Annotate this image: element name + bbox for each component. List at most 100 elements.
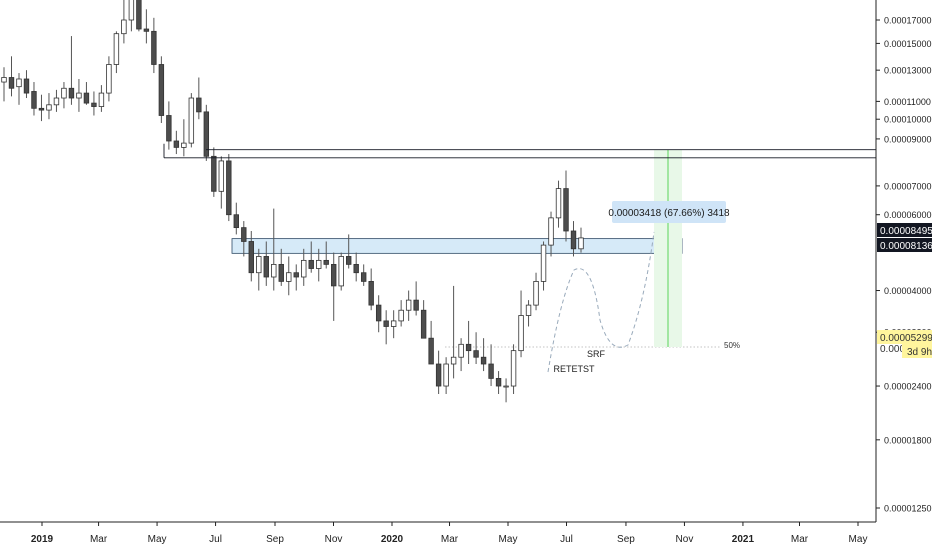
time-tick-label: Sep — [266, 534, 284, 545]
candle — [331, 252, 337, 321]
candle — [533, 272, 539, 311]
candle — [226, 154, 232, 222]
price-axis[interactable]: 0.00017000 0.00015000 0.00013000 0.00011000… — [875, 0, 932, 522]
measure-label-box: 0.00003418 (67.66%) 3418 — [608, 201, 730, 223]
time-tick-label: Mar — [441, 534, 459, 545]
price-tick-label: 0.00010000 — [884, 115, 932, 125]
candle — [525, 300, 532, 327]
candle — [301, 248, 307, 286]
candle — [76, 78, 82, 112]
candle — [218, 156, 225, 209]
candle — [158, 56, 165, 123]
srf-zone-label: SRF — [587, 349, 606, 359]
candle — [121, 0, 127, 44]
candle — [353, 252, 359, 282]
time-tick-label: Mar — [90, 534, 108, 545]
price-tick-label: 0.00011000 — [884, 97, 931, 107]
candle — [570, 221, 577, 257]
candle — [196, 77, 202, 120]
candle — [473, 332, 479, 365]
candle — [286, 256, 292, 296]
candle — [555, 180, 562, 228]
candle — [368, 268, 374, 311]
candle — [61, 82, 67, 109]
svg-text:0.00005299: 0.00005299 — [880, 333, 932, 344]
price-tick-label: 0.00006000 — [884, 210, 932, 220]
candle — [98, 85, 105, 112]
candle — [106, 56, 112, 102]
time-tick-label: Sep — [617, 534, 635, 545]
candle — [38, 94, 45, 122]
candle — [91, 91, 97, 116]
time-axis[interactable]: 2019 Mar May Jul Sep Nov 2020 Mar May Jul Sep Nov 20… — [0, 521, 876, 545]
candle — [8, 56, 15, 97]
candle — [271, 208, 277, 291]
time-tick-label: May — [148, 534, 167, 545]
candle — [308, 241, 314, 273]
candle — [578, 227, 584, 253]
candle — [263, 241, 269, 286]
time-tick-label: 2020 — [381, 534, 404, 545]
candle — [480, 338, 487, 372]
time-tick-label: 2019 — [31, 534, 54, 545]
time-tick-label: Jul — [209, 534, 222, 545]
candle — [383, 310, 389, 345]
candle — [405, 290, 412, 321]
candle — [23, 70, 30, 99]
candle — [413, 281, 419, 316]
candle — [211, 147, 217, 197]
time-tick-label: Nov — [676, 534, 694, 545]
candle — [346, 234, 352, 269]
candle — [465, 320, 472, 365]
candle — [293, 264, 299, 291]
time-tick-label: Jul — [560, 534, 573, 545]
candle — [390, 310, 397, 339]
candle — [540, 241, 547, 291]
time-tick-label: May — [849, 534, 868, 545]
measure-label: 0.00003418 (67.66%) 3418 — [608, 208, 730, 219]
svg-text:3d 9h: 3d 9h — [907, 347, 932, 358]
projection-path — [547, 231, 655, 373]
time-tick-label: Mar — [791, 534, 809, 545]
candle — [16, 73, 22, 105]
candle — [151, 17, 157, 74]
candle — [420, 300, 427, 339]
candle — [338, 252, 344, 291]
price-tick-label: 0.00015000 — [884, 39, 932, 49]
candle — [113, 31, 120, 74]
candle — [248, 230, 254, 282]
candle — [450, 285, 457, 379]
time-tick-label: Nov — [325, 534, 343, 545]
candle — [233, 202, 239, 235]
candle — [398, 300, 404, 327]
price-tick-label: 0.00007000 — [884, 181, 932, 191]
svg-text:0.00008495: 0.00008495 — [880, 226, 932, 237]
time-tick-label: May — [499, 534, 518, 545]
candle — [128, 0, 135, 32]
candle — [203, 104, 210, 161]
candle — [143, 9, 150, 44]
price-tick-label: 0.00002400 — [884, 382, 932, 392]
price-tick-label: 0.00004000 — [884, 286, 932, 296]
fib-level-label: 50% — [724, 341, 740, 350]
candle — [181, 119, 187, 157]
price-tick-label: 0.00001250 — [884, 504, 932, 514]
candle — [548, 211, 554, 257]
candle — [278, 248, 284, 286]
countdown-tag: 3d 9h — [902, 344, 932, 358]
current-price-tag: 0.00005299 — [877, 330, 932, 344]
upper-level-price-tag: 0.00008495 — [877, 223, 932, 237]
candle — [495, 371, 502, 394]
price-tick-label: 0.00013000 — [884, 66, 932, 76]
candle — [563, 170, 569, 242]
candle — [316, 248, 322, 282]
candle — [323, 241, 329, 269]
candle — [503, 378, 509, 403]
candle — [1, 67, 7, 102]
srf-zone — [231, 238, 683, 254]
candle — [166, 101, 172, 150]
candle — [488, 344, 494, 387]
candle — [53, 89, 60, 112]
